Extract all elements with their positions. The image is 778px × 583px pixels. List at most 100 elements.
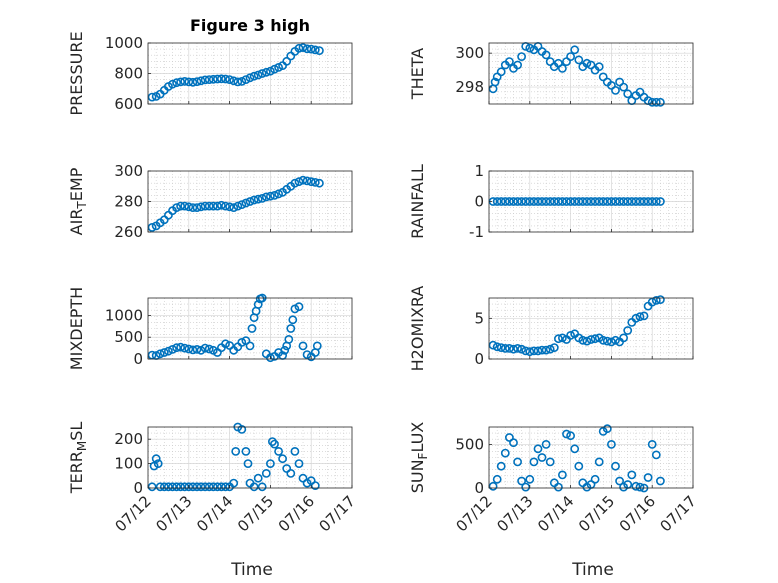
- data-point: [615, 197, 624, 206]
- data-point: [261, 67, 271, 77]
- data-point: [631, 481, 641, 491]
- data-point: [631, 313, 641, 323]
- data-point: [172, 203, 181, 212]
- series-h2omixra: [488, 295, 665, 357]
- data-point: [261, 192, 271, 202]
- x-tick-label: 07/15: [234, 492, 277, 535]
- data-point: [200, 201, 210, 211]
- series-mixdepth: [147, 293, 322, 363]
- data-point: [159, 482, 169, 492]
- data-point: [163, 482, 173, 492]
- axes-box: [147, 297, 353, 360]
- data-point: [611, 461, 620, 471]
- data-point: [284, 334, 294, 344]
- data-point: [529, 197, 539, 206]
- data-point: [533, 444, 543, 454]
- y-tick-label: 500: [114, 328, 143, 346]
- data-point: [249, 482, 259, 492]
- data-point: [192, 482, 202, 492]
- data-point: [521, 197, 531, 206]
- data-point: [545, 344, 555, 354]
- data-point: [192, 344, 202, 354]
- y-tick-label: 1000: [105, 34, 143, 52]
- data-point: [545, 197, 555, 206]
- data-point: [656, 476, 665, 486]
- data-point: [233, 77, 243, 87]
- data-point: [639, 311, 649, 321]
- data-point: [651, 97, 661, 107]
- y-tick-label: 300: [114, 162, 143, 180]
- data-point: [188, 203, 198, 212]
- data-point: [578, 335, 588, 345]
- axes-box: [488, 42, 694, 105]
- data-point: [602, 197, 612, 206]
- data-point: [265, 459, 275, 468]
- x-axis-label: Time: [230, 560, 273, 580]
- data-point: [533, 197, 543, 206]
- data-point: [627, 470, 637, 480]
- data-point: [623, 326, 633, 335]
- data-point: [241, 198, 251, 208]
- data-point: [509, 344, 518, 354]
- data-point: [274, 189, 283, 199]
- data-point: [598, 335, 608, 345]
- data-point: [294, 177, 304, 187]
- data-point: [286, 468, 296, 478]
- data-point: [570, 197, 580, 206]
- data-point: [265, 353, 275, 363]
- data-point: [257, 482, 267, 492]
- data-point: [566, 52, 575, 61]
- data-point: [243, 459, 253, 468]
- data-point: [306, 177, 316, 187]
- data-point: [267, 437, 277, 446]
- data-point: [159, 348, 169, 357]
- data-point: [196, 482, 206, 492]
- data-point: [188, 77, 198, 87]
- chart-title: Figure 3 high: [190, 16, 310, 35]
- data-point: [582, 58, 592, 68]
- data-point: [545, 457, 555, 467]
- data-point: [504, 197, 514, 206]
- data-point: [562, 429, 571, 439]
- axes-box: [488, 297, 694, 360]
- data-point: [623, 197, 633, 206]
- x-tick-label: 07/16: [616, 492, 659, 535]
- data-point: [176, 342, 185, 352]
- data-point: [168, 482, 177, 492]
- y-tick-label: 260: [114, 223, 143, 241]
- data-point: [241, 336, 251, 346]
- y-tick-label: -1: [469, 223, 484, 241]
- data-point: [570, 45, 580, 55]
- data-point: [574, 461, 584, 471]
- data-point: [288, 315, 298, 325]
- data-point: [265, 66, 275, 76]
- data-point: [147, 222, 157, 232]
- panel-sun_flux: 0 500 SUNFLUX 07/1207/1307/1407/1507/1607/1…: [408, 422, 700, 580]
- data-point: [619, 82, 628, 92]
- data-point: [525, 474, 535, 484]
- data-point: [623, 89, 633, 99]
- data-point: [541, 439, 551, 449]
- data-point: [180, 343, 190, 353]
- data-point: [558, 333, 567, 343]
- data-point: [168, 79, 177, 89]
- data-point: [607, 439, 616, 449]
- data-point: [208, 74, 218, 84]
- data-point: [180, 482, 190, 492]
- data-point: [656, 295, 665, 304]
- data-point: [184, 482, 194, 492]
- data-point: [180, 201, 190, 211]
- data-point: [270, 190, 279, 200]
- data-point: [529, 346, 539, 356]
- series-air_temp: [147, 175, 324, 232]
- data-point: [200, 75, 210, 85]
- data-point: [607, 197, 616, 206]
- data-point: [500, 197, 510, 206]
- y-tick-label: 5: [474, 309, 484, 327]
- series-pressure: [147, 43, 324, 102]
- data-point: [627, 197, 637, 206]
- data-point: [298, 175, 308, 185]
- data-point: [286, 324, 296, 333]
- x-axis-label: Time: [571, 560, 614, 580]
- data-point: [163, 346, 173, 356]
